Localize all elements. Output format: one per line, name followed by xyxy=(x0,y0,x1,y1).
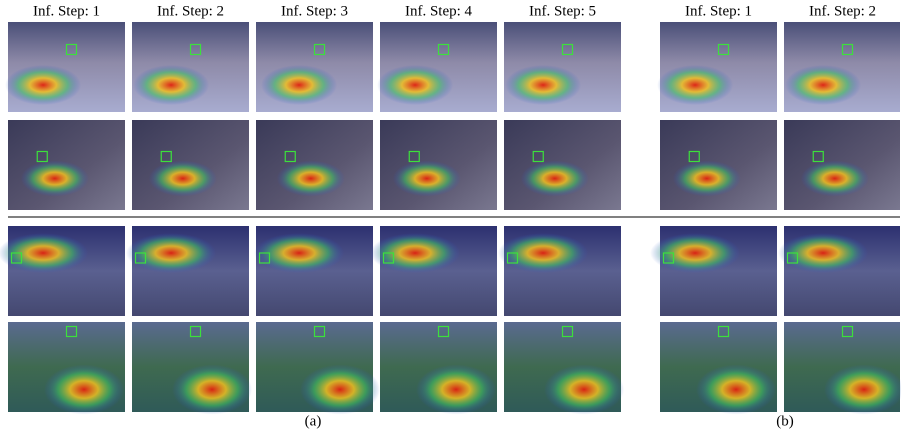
attention-heat xyxy=(521,161,589,197)
attention-heat xyxy=(21,161,89,197)
panel-caption: (b) xyxy=(776,413,794,429)
attention-heat xyxy=(673,161,741,197)
column-header: Inf. Step: 5 xyxy=(529,3,596,19)
column-header: Inf. Step: 3 xyxy=(281,3,348,19)
attention-heat xyxy=(505,65,581,105)
attention-heat xyxy=(657,65,733,105)
column-header: Inf. Step: 2 xyxy=(809,3,876,19)
attention-heat xyxy=(149,161,217,197)
column-header: Inf. Step: 2 xyxy=(157,3,224,19)
attention-heat xyxy=(44,365,124,415)
attention-heat xyxy=(261,65,337,105)
attention-heat xyxy=(696,365,776,415)
column-header: Inf. Step: 4 xyxy=(405,3,473,19)
figure: Inf. Step: 1 Inf. Step: 2 Inf. Step: 3 Inf.… xyxy=(0,0,901,434)
panel-caption: (a) xyxy=(305,413,322,429)
attention-heat xyxy=(300,365,380,415)
column-header: Inf. Step: 1 xyxy=(685,3,752,19)
attention-heat xyxy=(801,161,869,197)
attention-heat xyxy=(785,65,861,105)
attention-heat xyxy=(377,65,453,105)
column-header: Inf. Step: 1 xyxy=(33,3,100,19)
attention-heat xyxy=(277,161,345,197)
attention-heat xyxy=(824,365,901,415)
attention-heat xyxy=(544,365,624,415)
attention-heat xyxy=(416,365,496,415)
attention-heat xyxy=(5,65,81,105)
attention-heat xyxy=(172,365,252,415)
attention-heat xyxy=(133,65,209,105)
attention-heat xyxy=(393,161,461,197)
